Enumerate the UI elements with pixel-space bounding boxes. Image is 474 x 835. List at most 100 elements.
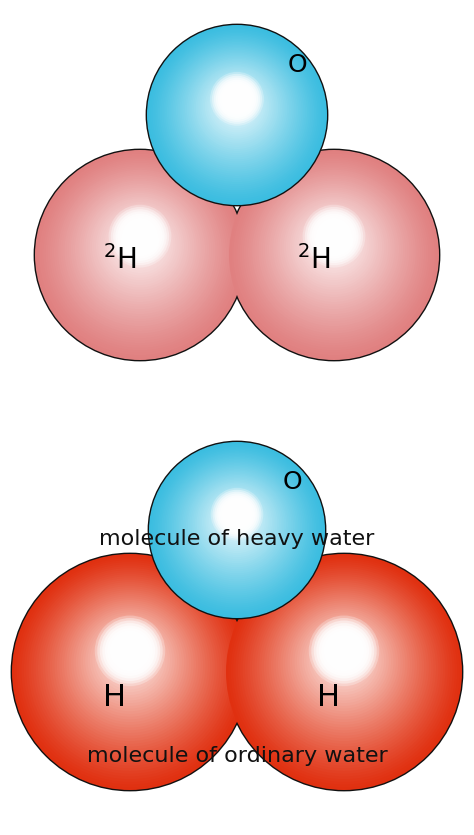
- Circle shape: [264, 586, 424, 746]
- Circle shape: [104, 209, 176, 281]
- Circle shape: [186, 473, 288, 575]
- Circle shape: [237, 157, 430, 351]
- Circle shape: [203, 488, 271, 555]
- Circle shape: [83, 615, 177, 709]
- Circle shape: [188, 60, 286, 157]
- Circle shape: [106, 210, 173, 278]
- Circle shape: [271, 185, 397, 311]
- Circle shape: [96, 202, 184, 290]
- Circle shape: [305, 215, 364, 273]
- Circle shape: [226, 93, 248, 114]
- Circle shape: [282, 195, 386, 300]
- Circle shape: [268, 590, 419, 741]
- Circle shape: [264, 180, 403, 319]
- Circle shape: [17, 558, 243, 785]
- Circle shape: [69, 602, 191, 725]
- Circle shape: [12, 554, 248, 790]
- Circle shape: [304, 620, 384, 701]
- Circle shape: [85, 193, 195, 302]
- Circle shape: [118, 638, 143, 663]
- Circle shape: [71, 180, 210, 319]
- Circle shape: [215, 84, 259, 126]
- Circle shape: [223, 505, 251, 533]
- Circle shape: [325, 227, 343, 245]
- Circle shape: [219, 502, 255, 537]
- Circle shape: [182, 470, 292, 579]
- Circle shape: [31, 570, 229, 768]
- Circle shape: [127, 223, 154, 250]
- Circle shape: [320, 635, 368, 681]
- Circle shape: [224, 91, 250, 116]
- Circle shape: [209, 493, 265, 549]
- Circle shape: [309, 615, 379, 686]
- Circle shape: [319, 227, 349, 256]
- Circle shape: [233, 510, 241, 518]
- Circle shape: [316, 218, 352, 254]
- Circle shape: [156, 33, 318, 195]
- Circle shape: [158, 449, 316, 608]
- Circle shape: [60, 171, 220, 331]
- Text: $^2$H: $^2$H: [297, 245, 331, 275]
- Circle shape: [149, 27, 325, 203]
- Circle shape: [50, 163, 230, 343]
- Circle shape: [339, 645, 349, 655]
- Circle shape: [35, 150, 245, 360]
- Circle shape: [165, 40, 309, 185]
- Circle shape: [176, 49, 298, 172]
- Circle shape: [271, 592, 417, 738]
- Circle shape: [301, 210, 368, 278]
- Circle shape: [196, 66, 278, 149]
- Circle shape: [172, 462, 302, 592]
- Text: O: O: [282, 470, 302, 494]
- Circle shape: [218, 495, 256, 533]
- Circle shape: [105, 625, 155, 676]
- Circle shape: [187, 58, 287, 159]
- Circle shape: [97, 626, 163, 692]
- Circle shape: [273, 188, 395, 309]
- Circle shape: [278, 598, 410, 731]
- Circle shape: [321, 628, 367, 673]
- Circle shape: [224, 85, 250, 112]
- Circle shape: [177, 466, 297, 585]
- Circle shape: [318, 632, 370, 684]
- Text: $^2$H: $^2$H: [103, 245, 137, 275]
- Circle shape: [128, 652, 132, 657]
- Circle shape: [323, 230, 345, 251]
- Circle shape: [228, 556, 460, 787]
- Circle shape: [200, 485, 274, 559]
- Circle shape: [39, 154, 241, 355]
- Circle shape: [223, 89, 251, 118]
- Circle shape: [168, 458, 306, 595]
- Circle shape: [118, 645, 142, 668]
- Circle shape: [216, 78, 258, 120]
- Circle shape: [275, 596, 412, 733]
- Circle shape: [332, 234, 336, 238]
- Circle shape: [225, 506, 249, 531]
- Circle shape: [305, 207, 363, 266]
- Circle shape: [75, 184, 205, 314]
- Circle shape: [56, 168, 224, 336]
- Circle shape: [302, 205, 365, 267]
- Circle shape: [161, 453, 313, 604]
- Circle shape: [78, 610, 182, 714]
- Circle shape: [229, 150, 439, 360]
- Circle shape: [231, 558, 457, 785]
- Circle shape: [231, 152, 437, 357]
- Circle shape: [214, 498, 260, 543]
- Circle shape: [57, 592, 203, 738]
- Circle shape: [329, 231, 338, 240]
- Circle shape: [290, 202, 378, 290]
- Circle shape: [52, 588, 208, 744]
- Circle shape: [288, 200, 380, 292]
- Circle shape: [230, 95, 244, 109]
- Circle shape: [245, 570, 443, 768]
- Circle shape: [294, 612, 393, 711]
- Circle shape: [35, 150, 245, 360]
- Text: H: H: [318, 682, 340, 711]
- Circle shape: [228, 94, 246, 112]
- Circle shape: [317, 225, 351, 259]
- Circle shape: [210, 78, 264, 133]
- Circle shape: [100, 628, 161, 690]
- Circle shape: [319, 220, 350, 252]
- Circle shape: [316, 623, 372, 679]
